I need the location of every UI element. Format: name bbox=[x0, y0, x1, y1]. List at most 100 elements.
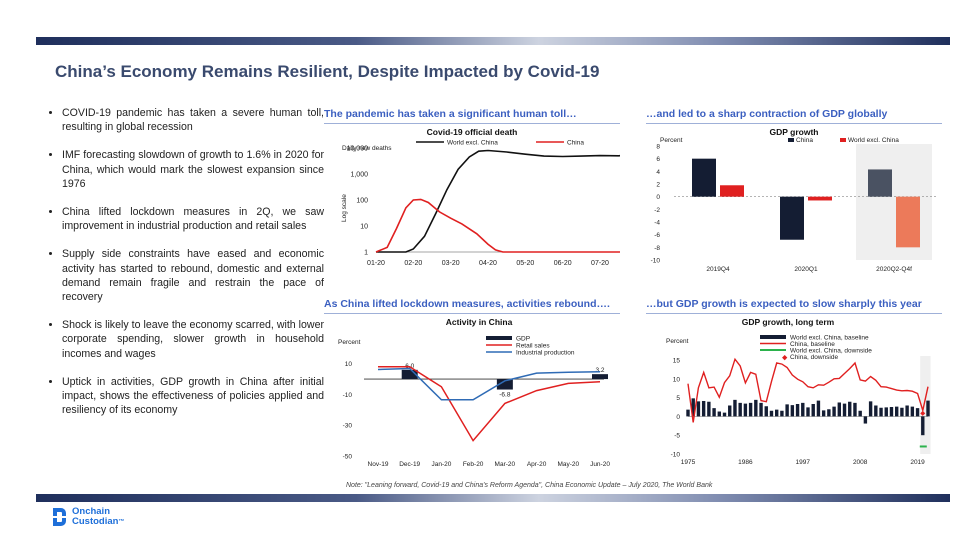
panel-rule bbox=[646, 123, 942, 124]
onchain-logo-icon bbox=[50, 506, 68, 528]
y-tick-label: 10 bbox=[345, 361, 353, 368]
x-tick-label: Jun-20 bbox=[590, 461, 610, 468]
y-tick-label: 15 bbox=[673, 358, 681, 365]
y-tick-label: -6 bbox=[654, 232, 660, 239]
panel-rule bbox=[646, 313, 942, 314]
data-label: -6.8 bbox=[499, 392, 511, 399]
panel-rule bbox=[324, 123, 620, 124]
y-axis-label: Percent bbox=[660, 137, 683, 144]
x-tick-label: 2008 bbox=[853, 459, 868, 466]
y-tick-label: -10 bbox=[343, 392, 353, 399]
x-tick-label: 1975 bbox=[681, 459, 696, 466]
x-tick-label: 1997 bbox=[796, 459, 811, 466]
bar bbox=[858, 410, 862, 417]
y-tick-label: 10 bbox=[673, 376, 681, 383]
bar bbox=[842, 403, 847, 417]
bar bbox=[806, 407, 810, 417]
x-tick-label: Feb-20 bbox=[463, 461, 484, 468]
bar bbox=[863, 416, 868, 424]
bar bbox=[691, 398, 695, 417]
bar bbox=[848, 401, 852, 417]
logo-line-1: Onchain bbox=[72, 506, 111, 517]
bar bbox=[401, 369, 418, 380]
gdp-growth-chart: GDP growth Percent China World excl. China 8… bbox=[651, 127, 938, 273]
bar bbox=[926, 400, 930, 417]
y-tick-label: 4 bbox=[656, 169, 660, 176]
y-tick-label: 10,000 bbox=[347, 146, 369, 153]
bar bbox=[790, 405, 795, 417]
bar bbox=[785, 404, 789, 417]
y-tick-label: 8 bbox=[656, 144, 660, 151]
panel-rule bbox=[324, 313, 620, 314]
x-tick-label: Mar-20 bbox=[495, 461, 516, 468]
legend-swatch: ◆ bbox=[782, 355, 788, 362]
bar bbox=[692, 158, 716, 197]
legend-swatch bbox=[486, 336, 512, 340]
bar bbox=[780, 196, 804, 240]
bar bbox=[832, 406, 836, 417]
legend-label: China, baseline bbox=[790, 341, 835, 348]
legend-swatch bbox=[788, 138, 794, 142]
x-tick-label: 05-20 bbox=[516, 260, 534, 267]
bar bbox=[868, 401, 873, 417]
y-tick-label: 0 bbox=[676, 414, 680, 421]
bar bbox=[738, 402, 742, 417]
bottom-decor-bar bbox=[36, 494, 950, 502]
bullet-item: Uptick in activities, GDP growth in Chin… bbox=[62, 375, 324, 418]
bar bbox=[801, 402, 805, 417]
data-label: 3.2 bbox=[595, 367, 604, 374]
bullet-item: Supply side constraints have eased and e… bbox=[62, 247, 324, 304]
legend-label: World excl. China bbox=[447, 140, 498, 147]
bar bbox=[701, 400, 706, 417]
bar bbox=[921, 416, 925, 436]
legend-label: Retail sales bbox=[516, 343, 550, 350]
x-tick-label: May-20 bbox=[557, 461, 579, 468]
bar bbox=[837, 402, 842, 417]
x-tick-label: Nov-19 bbox=[368, 461, 389, 468]
bar bbox=[717, 411, 722, 417]
bar bbox=[743, 403, 748, 417]
bar bbox=[764, 406, 768, 417]
bullet-item: Shock is likely to leave the economy sca… bbox=[62, 318, 324, 361]
x-tick-label: 2020Q2-Q4f bbox=[876, 266, 912, 273]
bar bbox=[874, 405, 878, 417]
bar bbox=[808, 196, 832, 201]
y-tick-label: 1,000 bbox=[350, 172, 368, 179]
bar bbox=[821, 410, 826, 417]
y-tick-label: -2 bbox=[654, 207, 660, 214]
panel-covid-deaths: The pandemic has taken a significant hum… bbox=[324, 108, 620, 283]
logo-line-2: Custodian bbox=[72, 516, 119, 527]
bar bbox=[816, 400, 821, 417]
y-axis-label: Daily new deaths bbox=[342, 145, 392, 152]
y-tick-label: 2 bbox=[656, 182, 660, 189]
bar bbox=[759, 402, 763, 417]
legend-swatch bbox=[760, 335, 786, 339]
top-decor-bar bbox=[36, 37, 950, 45]
y-tick-label: -10 bbox=[671, 452, 681, 459]
legend-label: GDP bbox=[516, 336, 530, 343]
chart-title: Covid-19 official death bbox=[427, 127, 518, 137]
bar bbox=[774, 409, 779, 417]
x-tick-label: 1986 bbox=[738, 459, 753, 466]
y-tick-label: -8 bbox=[654, 245, 660, 252]
bar bbox=[769, 410, 774, 417]
source-note: Note: "Leaning forward, Covid-19 and Chi… bbox=[346, 482, 713, 489]
series-line bbox=[377, 367, 601, 401]
covid-death-chart: Covid-19 official death Daily new deaths L… bbox=[341, 127, 620, 267]
x-tick-label: Dec-19 bbox=[399, 461, 420, 468]
x-tick-label: 01-20 bbox=[367, 260, 385, 267]
x-tick-label: 04-20 bbox=[479, 260, 497, 267]
chart-title: Activity in China bbox=[446, 317, 513, 327]
bar bbox=[748, 402, 753, 417]
bar bbox=[896, 196, 920, 248]
legend-label: World excl. China, downside bbox=[790, 348, 872, 355]
x-tick-label: 03-20 bbox=[442, 260, 460, 267]
bar bbox=[707, 401, 711, 417]
y-tick-label: -10 bbox=[651, 258, 661, 265]
legend-label: China bbox=[567, 140, 584, 147]
y-tick-label: 100 bbox=[356, 198, 368, 205]
panel-activity: As China lifted lockdown measures, activ… bbox=[324, 298, 620, 473]
trademark-mark: ™ bbox=[118, 519, 125, 525]
bar bbox=[889, 407, 894, 417]
